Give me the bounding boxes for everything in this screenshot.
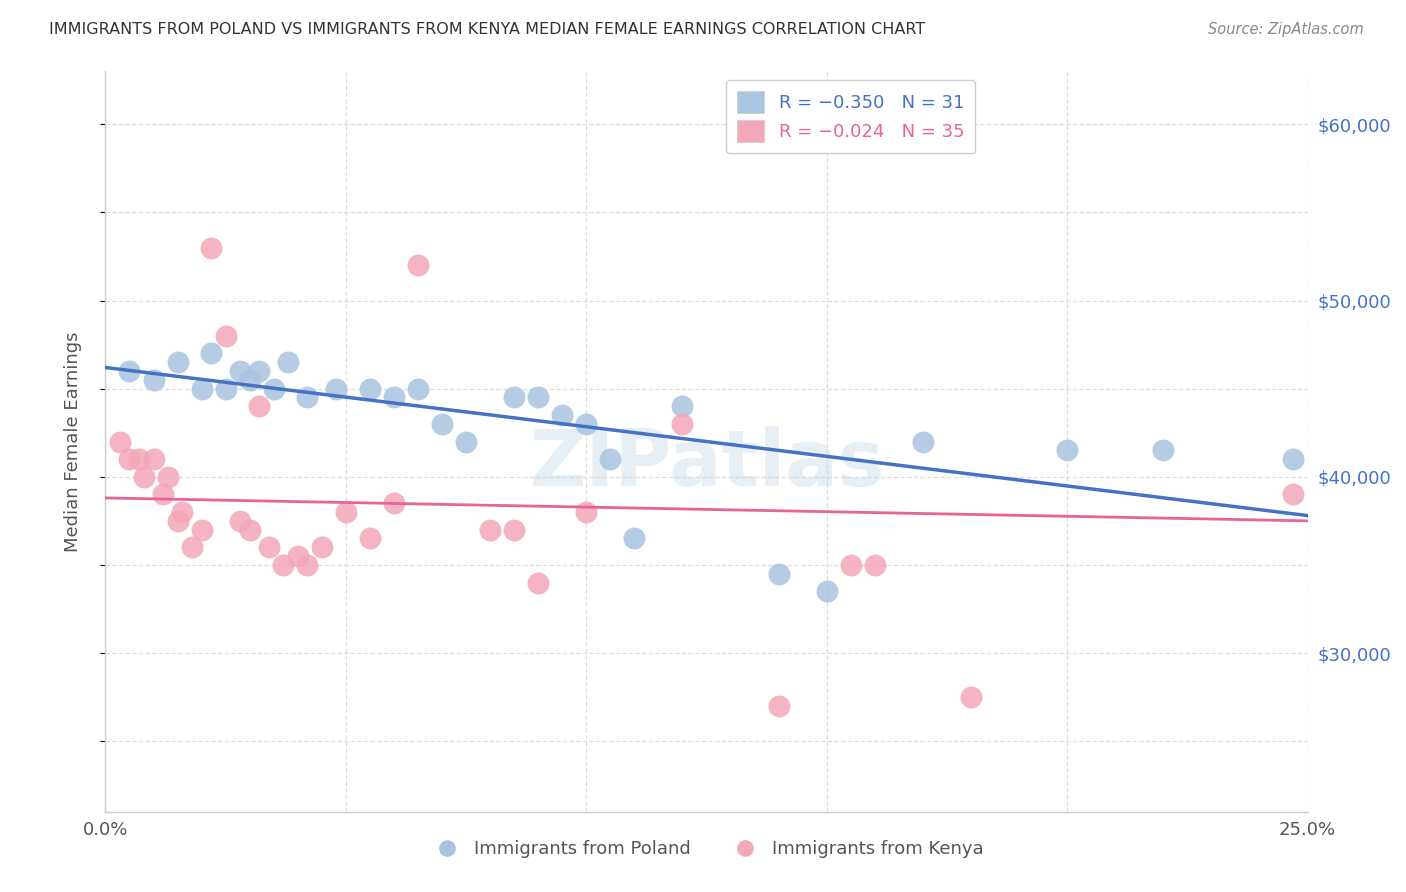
Point	[172, 505, 194, 519]
Point	[325, 382, 347, 396]
Point	[1152, 443, 1174, 458]
Point	[960, 690, 983, 705]
Point	[599, 452, 621, 467]
Text: IMMIGRANTS FROM POLAND VS IMMIGRANTS FROM KENYA MEDIAN FEMALE EARNINGS CORRELATI: IMMIGRANTS FROM POLAND VS IMMIGRANTS FRO…	[49, 22, 925, 37]
Point	[287, 549, 309, 563]
Point	[118, 452, 141, 467]
Point	[229, 364, 252, 378]
Text: ZIPatlas: ZIPatlas	[529, 425, 884, 502]
Point	[297, 391, 319, 405]
Point	[406, 382, 429, 396]
Point	[239, 373, 262, 387]
Text: Source: ZipAtlas.com: Source: ZipAtlas.com	[1208, 22, 1364, 37]
Point	[132, 470, 155, 484]
Point	[214, 328, 236, 343]
Point	[551, 408, 574, 422]
Point	[229, 514, 252, 528]
Point	[152, 487, 174, 501]
Point	[527, 575, 550, 590]
Point	[273, 558, 295, 572]
Point	[1282, 452, 1305, 467]
Point	[190, 523, 212, 537]
Point	[575, 505, 598, 519]
Point	[1282, 487, 1305, 501]
Point	[128, 452, 150, 467]
Point	[503, 391, 526, 405]
Point	[382, 496, 405, 510]
Point	[503, 523, 526, 537]
Point	[479, 523, 502, 537]
Point	[156, 470, 179, 484]
Legend: Immigrants from Poland, Immigrants from Kenya: Immigrants from Poland, Immigrants from …	[422, 833, 991, 865]
Point	[359, 382, 381, 396]
Point	[527, 391, 550, 405]
Point	[382, 391, 405, 405]
Point	[181, 541, 204, 555]
Point	[214, 382, 236, 396]
Point	[190, 382, 212, 396]
Point	[108, 434, 131, 449]
Point	[118, 364, 141, 378]
Point	[142, 373, 165, 387]
Point	[257, 541, 280, 555]
Point	[671, 399, 693, 413]
Point	[166, 355, 188, 369]
Point	[623, 532, 645, 546]
Point	[263, 382, 285, 396]
Point	[311, 541, 333, 555]
Point	[277, 355, 299, 369]
Point	[297, 558, 319, 572]
Point	[239, 523, 262, 537]
Point	[911, 434, 934, 449]
Point	[768, 566, 790, 581]
Point	[768, 698, 790, 713]
Point	[200, 241, 222, 255]
Point	[430, 417, 453, 431]
Point	[1056, 443, 1078, 458]
Point	[863, 558, 886, 572]
Point	[247, 399, 270, 413]
Y-axis label: Median Female Earnings: Median Female Earnings	[63, 331, 82, 552]
Point	[142, 452, 165, 467]
Point	[200, 346, 222, 360]
Point	[454, 434, 477, 449]
Point	[671, 417, 693, 431]
Point	[406, 258, 429, 272]
Point	[815, 584, 838, 599]
Point	[575, 417, 598, 431]
Point	[247, 364, 270, 378]
Point	[166, 514, 188, 528]
Point	[359, 532, 381, 546]
Point	[839, 558, 862, 572]
Point	[335, 505, 357, 519]
